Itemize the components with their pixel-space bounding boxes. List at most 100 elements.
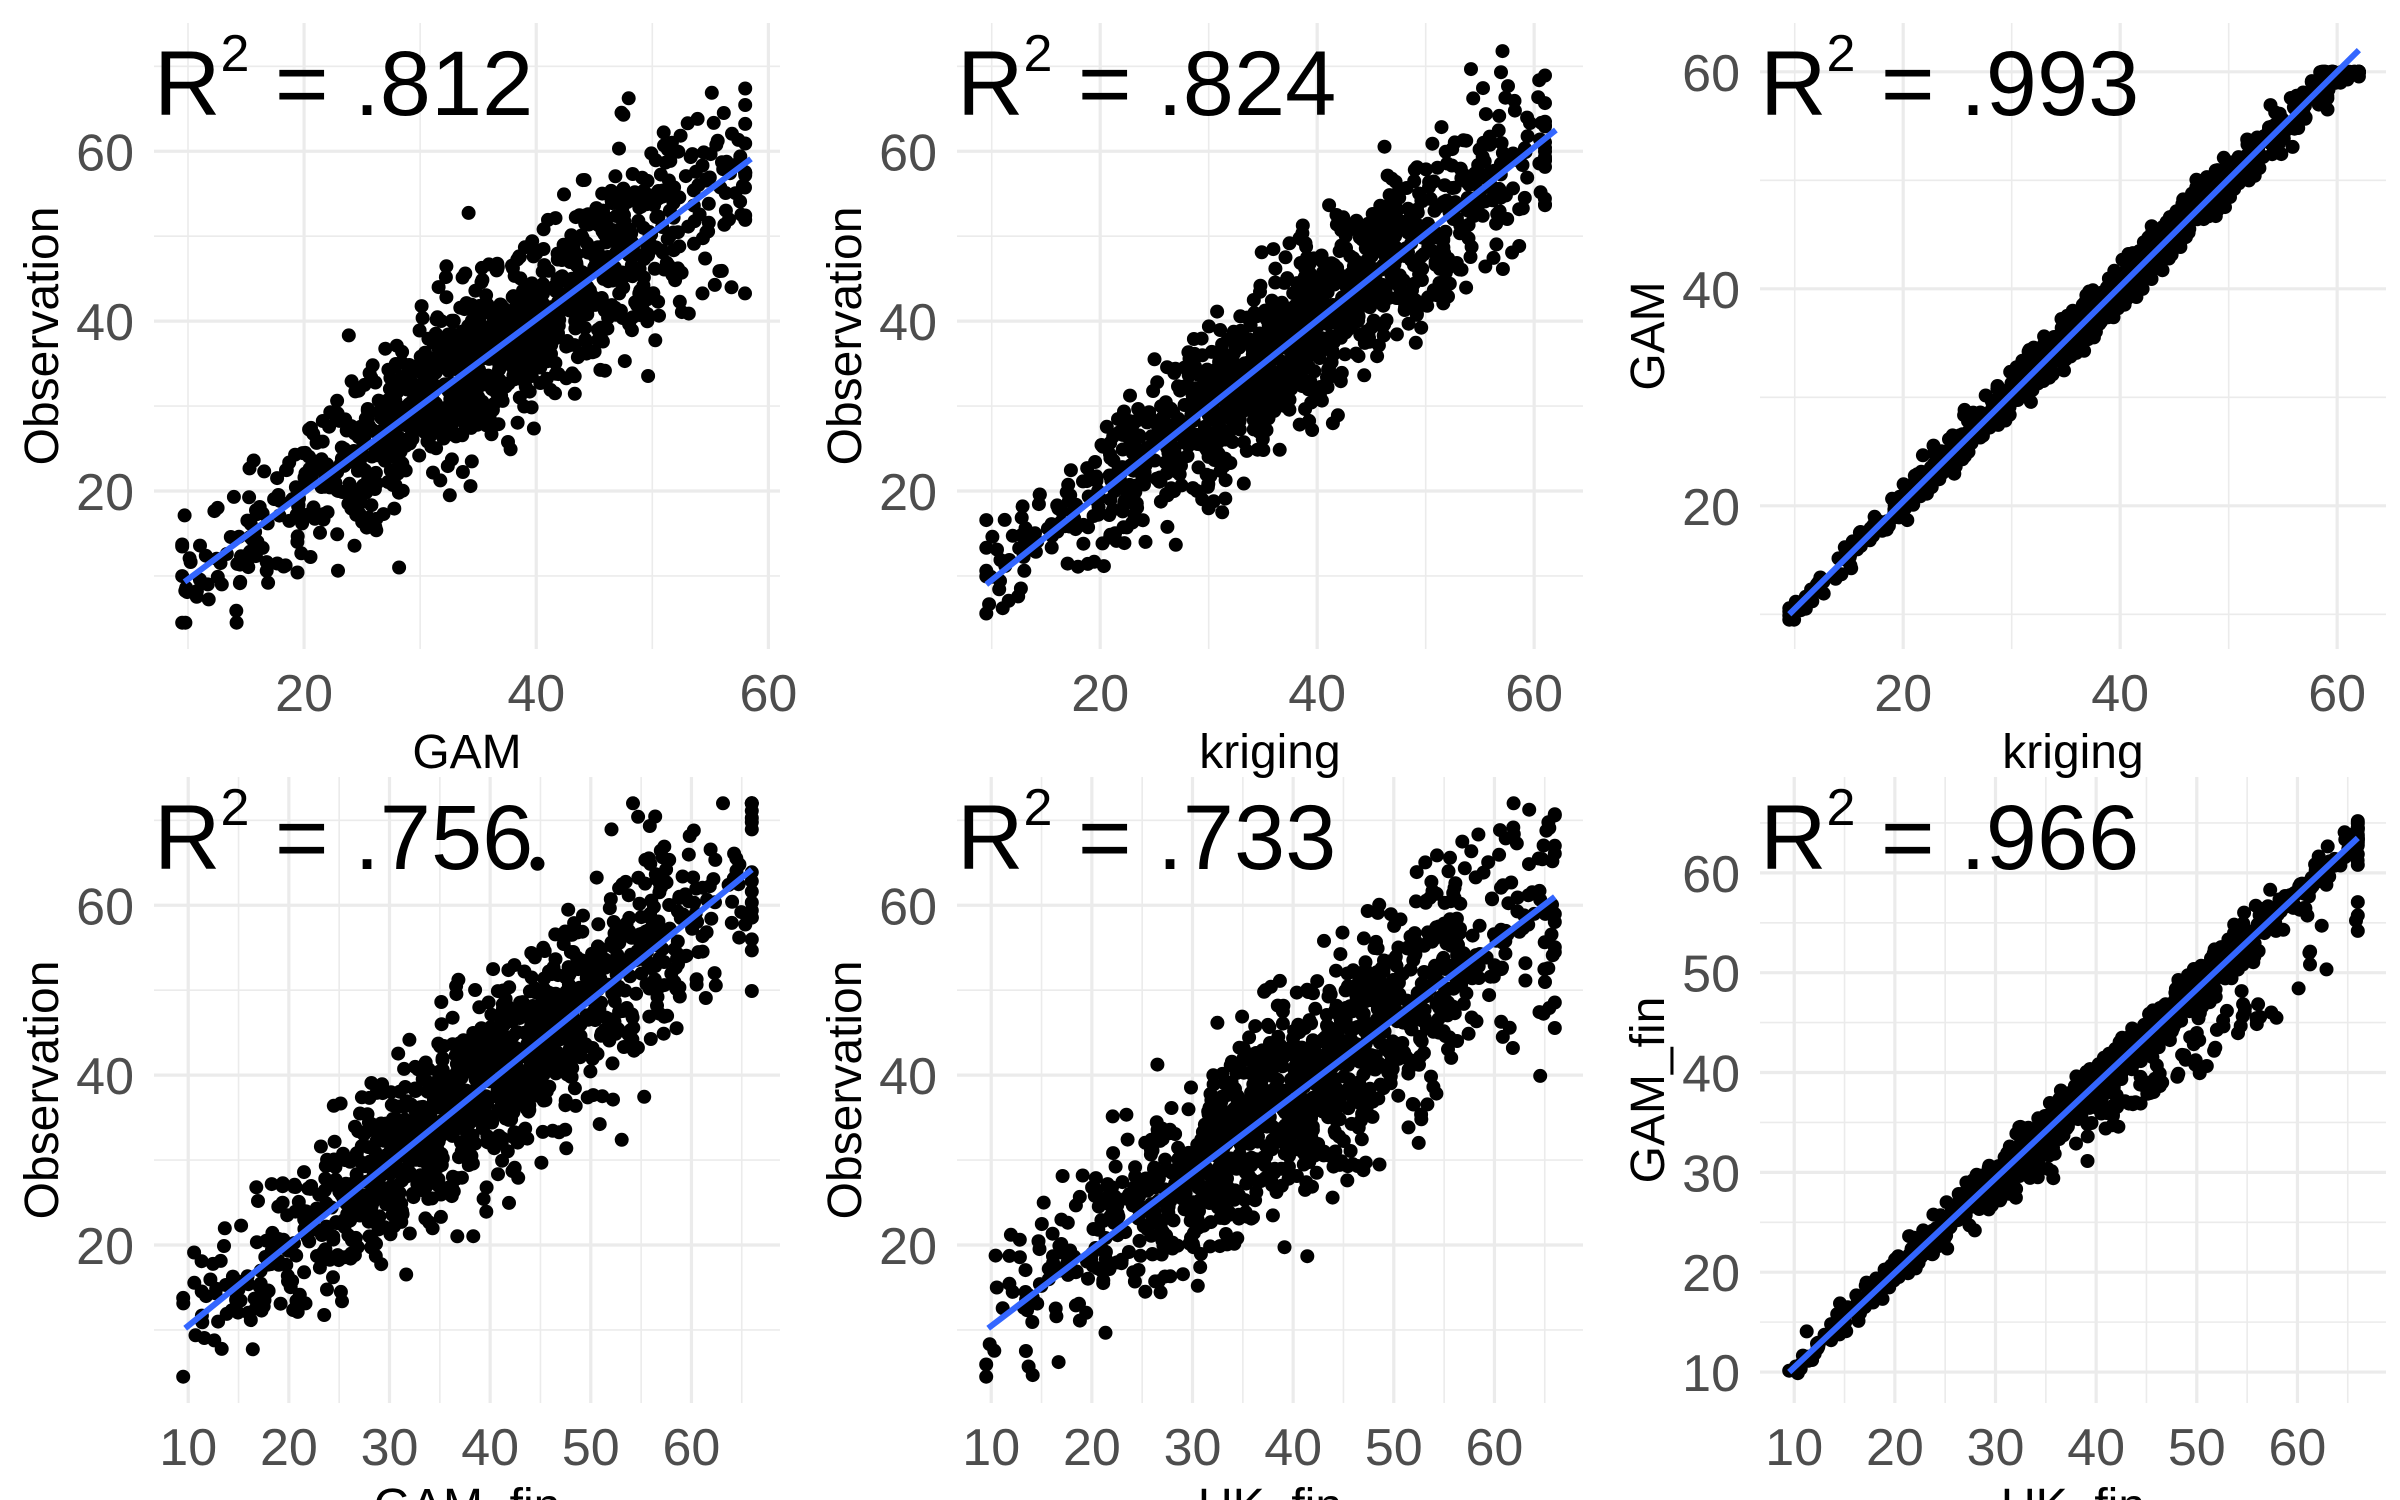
- data-point: [1495, 145, 1510, 160]
- data-point: [1138, 534, 1153, 549]
- data-point: [585, 345, 600, 360]
- data-point: [200, 577, 215, 592]
- data-point: [303, 550, 318, 564]
- data-point: [1401, 316, 1416, 331]
- data-point: [468, 390, 483, 405]
- data-point: [1165, 362, 1180, 377]
- data-point: [523, 1059, 538, 1074]
- data-point: [1218, 473, 1233, 488]
- data-point: [1095, 536, 1110, 551]
- data-point: [738, 166, 753, 181]
- data-point: [463, 379, 478, 394]
- data-point: [491, 417, 506, 432]
- data-point: [465, 1156, 480, 1171]
- data-point: [734, 207, 749, 222]
- data-point: [608, 1026, 623, 1041]
- x-tick-label: 40: [1264, 1419, 1322, 1477]
- data-point: [639, 924, 653, 939]
- data-point: [430, 1142, 445, 1157]
- data-point: [460, 400, 475, 415]
- data-point: [426, 333, 441, 348]
- data-point: [327, 1134, 342, 1149]
- data-point: [511, 303, 526, 318]
- data-point: [360, 411, 375, 426]
- data-point: [988, 1248, 1003, 1263]
- data-point: [604, 935, 619, 950]
- data-point: [329, 412, 344, 427]
- data-point: [489, 263, 504, 278]
- data-point: [1404, 253, 1419, 268]
- x-tick-label: 60: [739, 665, 797, 723]
- data-point: [391, 1099, 406, 1114]
- data-point: [644, 146, 659, 161]
- data-point: [1076, 536, 1091, 551]
- data-point: [1377, 139, 1392, 154]
- data-point: [590, 956, 605, 971]
- data-point: [1459, 174, 1474, 189]
- data-point: [1266, 378, 1281, 393]
- data-point: [1389, 291, 1404, 305]
- data-point: [1380, 168, 1395, 183]
- data-point: [548, 952, 563, 967]
- data-point: [1453, 226, 1467, 241]
- data-point: [689, 972, 704, 987]
- data-point: [1399, 181, 1414, 195]
- data-point: [1268, 261, 1283, 276]
- data-point: [641, 369, 656, 383]
- annotation-superscript: 2: [220, 779, 249, 837]
- data-point: [526, 421, 541, 436]
- data-point: [1194, 384, 1209, 399]
- data-point: [1115, 504, 1130, 519]
- data-point: [1459, 133, 1474, 148]
- data-point: [618, 983, 632, 998]
- data-point: [175, 615, 190, 630]
- data-point: [1190, 437, 1205, 451]
- data-point: [1044, 540, 1059, 555]
- data-point: [297, 1165, 311, 1180]
- data-point: [1425, 136, 1440, 151]
- data-point: [631, 809, 646, 824]
- data-point: [356, 1158, 371, 1173]
- data-point: [557, 187, 571, 202]
- data-point: [270, 556, 285, 571]
- data-point: [1336, 216, 1351, 231]
- data-point: [1080, 461, 1095, 476]
- data-point: [1410, 160, 1425, 175]
- data-point: [326, 1098, 341, 1113]
- data-point: [1255, 432, 1270, 447]
- data-point: [301, 1181, 316, 1196]
- data-point: [475, 1113, 490, 1128]
- data-point: [2283, 91, 2298, 105]
- data-point: [625, 167, 640, 181]
- annotation-superscript: 2: [1826, 25, 1855, 83]
- y-tick-label: 20: [879, 1218, 937, 1276]
- data-point: [1322, 198, 1337, 213]
- data-point: [584, 975, 599, 990]
- data-point: [229, 615, 244, 630]
- data-point: [692, 207, 707, 222]
- data-point: [498, 379, 513, 394]
- data-point: [1185, 481, 1200, 496]
- data-point: [593, 362, 608, 377]
- y-axis-title: Observation: [16, 961, 69, 1220]
- data-point: [577, 173, 592, 187]
- data-point: [548, 386, 562, 401]
- data-point: [283, 1280, 298, 1295]
- data-point: [605, 196, 619, 211]
- data-point: [550, 272, 565, 287]
- data-point: [661, 258, 676, 273]
- data-point: [1506, 146, 1521, 161]
- data-point: [1515, 201, 1530, 216]
- data-point: [245, 1342, 260, 1357]
- data-point: [328, 1160, 343, 1175]
- data-point: [405, 432, 420, 447]
- data-point: [1370, 349, 1385, 364]
- data-point: [384, 403, 399, 418]
- data-point: [704, 85, 719, 100]
- data-point: [1197, 419, 1212, 434]
- data-point: [541, 327, 556, 341]
- data-point: [1177, 398, 1192, 412]
- data-point: [1376, 328, 1391, 343]
